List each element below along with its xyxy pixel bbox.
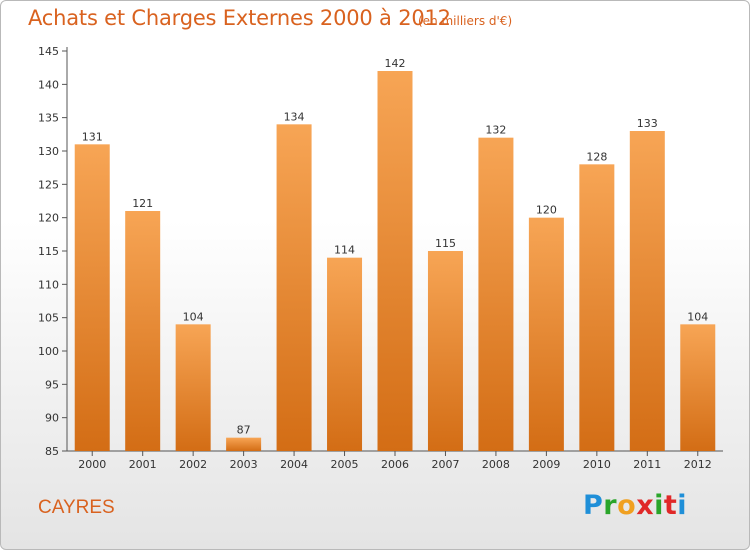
x-tick-label: 2006 bbox=[381, 458, 409, 471]
logo-letter: x bbox=[636, 490, 655, 521]
chart-subtitle: (en milliers d'€) bbox=[418, 14, 513, 28]
bar bbox=[377, 71, 413, 451]
x-tick-label: 2004 bbox=[280, 458, 308, 471]
bar bbox=[579, 164, 615, 452]
bar bbox=[629, 131, 665, 451]
x-tick-label: 2008 bbox=[482, 458, 510, 471]
y-tick-label: 140 bbox=[38, 78, 59, 91]
bar-value-label: 115 bbox=[435, 237, 456, 250]
y-tick-label: 110 bbox=[38, 278, 59, 291]
bar bbox=[226, 437, 262, 451]
logo-letter: t bbox=[663, 490, 678, 521]
y-tick-label: 115 bbox=[38, 245, 59, 258]
y-tick-label: 100 bbox=[38, 345, 59, 358]
bar-value-label: 132 bbox=[485, 124, 506, 137]
bar-value-label: 104 bbox=[183, 310, 204, 323]
x-tick-label: 2011 bbox=[633, 458, 661, 471]
logo-letter: r bbox=[603, 490, 618, 521]
y-tick-label: 105 bbox=[38, 312, 59, 325]
bar-value-label: 87 bbox=[237, 424, 251, 437]
bar-value-label: 114 bbox=[334, 244, 355, 257]
bar bbox=[327, 257, 363, 451]
bar-value-label: 121 bbox=[132, 197, 153, 210]
y-tick-label: 125 bbox=[38, 178, 59, 191]
location-name: CAYRES bbox=[38, 497, 115, 518]
y-tick-label: 90 bbox=[45, 412, 59, 425]
bar-value-label: 133 bbox=[637, 117, 658, 130]
bar bbox=[528, 217, 564, 451]
x-tick-label: 2000 bbox=[78, 458, 106, 471]
logo-letter: P bbox=[583, 490, 604, 521]
bar bbox=[680, 324, 716, 451]
bar-value-label: 131 bbox=[82, 130, 103, 143]
logo-letter: o bbox=[617, 490, 637, 521]
proxiti-logo: Proxiti bbox=[583, 490, 687, 521]
bar bbox=[427, 251, 463, 451]
x-tick-label: 2009 bbox=[532, 458, 560, 471]
bar-value-label: 128 bbox=[586, 150, 607, 163]
x-tick-label: 2010 bbox=[583, 458, 611, 471]
bar-value-label: 142 bbox=[385, 57, 406, 70]
logo-letter: i bbox=[654, 490, 664, 521]
x-tick-label: 2005 bbox=[331, 458, 359, 471]
y-tick-label: 95 bbox=[45, 378, 59, 391]
bar-value-label: 104 bbox=[687, 310, 708, 323]
y-tick-label: 85 bbox=[45, 445, 59, 458]
x-tick-label: 2003 bbox=[230, 458, 258, 471]
logo-letter: i bbox=[677, 490, 688, 521]
bar-value-label: 120 bbox=[536, 204, 557, 217]
bar bbox=[125, 211, 161, 451]
y-tick-label: 120 bbox=[38, 212, 59, 225]
bar bbox=[478, 137, 514, 451]
bar bbox=[276, 124, 312, 451]
bar bbox=[175, 324, 211, 451]
bar-value-label: 134 bbox=[284, 110, 305, 123]
y-tick-label: 135 bbox=[38, 112, 59, 125]
x-tick-label: 2007 bbox=[431, 458, 459, 471]
y-tick-label: 130 bbox=[38, 145, 59, 158]
x-tick-label: 2002 bbox=[179, 458, 207, 471]
chart-title: Achats et Charges Externes 2000 à 2012 bbox=[28, 6, 451, 30]
x-tick-label: 2001 bbox=[129, 458, 157, 471]
y-tick-label: 145 bbox=[38, 45, 59, 58]
x-tick-label: 2012 bbox=[684, 458, 712, 471]
bar bbox=[74, 144, 110, 452]
